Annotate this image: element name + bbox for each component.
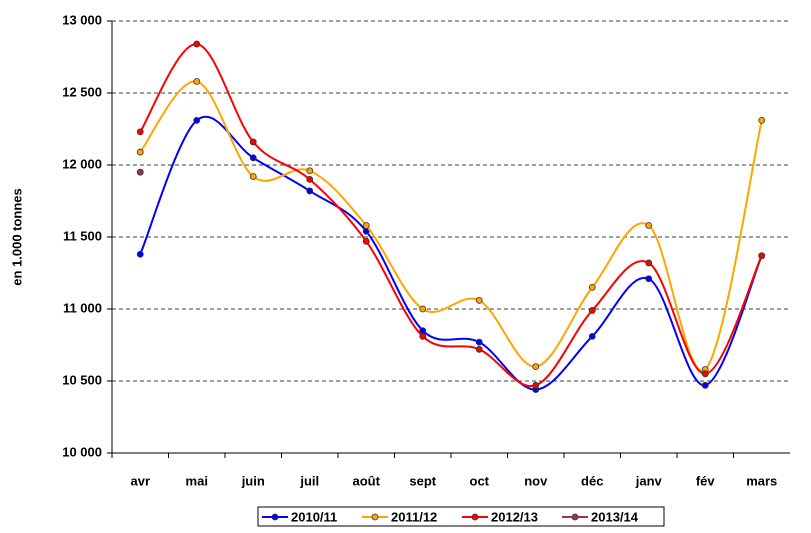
- point: [588, 307, 596, 314]
- point: [136, 168, 144, 176]
- x-tick-label: nov: [524, 473, 548, 488]
- point: [249, 138, 257, 146]
- x-tick-label: mars: [746, 473, 777, 488]
- point: [193, 116, 201, 124]
- point: [419, 332, 427, 340]
- legend-label: 2010/11: [291, 509, 337, 524]
- y-axis-label: en 1.000 tonnes: [9, 188, 24, 286]
- point: [193, 78, 201, 85]
- series-line: [139, 115, 763, 391]
- x-tick-label: fév: [696, 473, 716, 488]
- y-tick-label: 12 500: [62, 84, 102, 99]
- point: [306, 175, 314, 183]
- series-line: [139, 43, 763, 388]
- point: [136, 128, 144, 136]
- point: [645, 259, 653, 267]
- point: [475, 296, 483, 304]
- point: [362, 222, 370, 229]
- legend-label: 2013/14: [591, 509, 639, 524]
- point: [475, 338, 483, 346]
- point: [306, 167, 314, 175]
- x-tick-label: avr: [130, 473, 150, 488]
- x-tick-label: déc: [581, 473, 603, 488]
- point: [136, 148, 144, 156]
- point: [701, 370, 709, 378]
- point: [758, 252, 766, 260]
- point: [645, 222, 653, 229]
- x-tick-label: janv: [635, 473, 663, 488]
- point: [306, 187, 314, 195]
- point: [758, 116, 766, 124]
- x-tick-label: sept: [409, 473, 436, 488]
- legend-box: [257, 506, 665, 527]
- series-line: [139, 80, 763, 372]
- x-tick-label: mai: [186, 473, 208, 488]
- y-tick-label: 12 000: [62, 156, 102, 171]
- point: [645, 275, 653, 283]
- legend-marker: [471, 513, 479, 521]
- point: [475, 345, 483, 353]
- legend-label: 2012/13: [491, 509, 538, 524]
- point: [193, 40, 201, 48]
- x-tick-label: oct: [470, 473, 490, 488]
- point: [249, 173, 257, 180]
- legend-marker: [271, 513, 279, 521]
- legend-marker: [571, 513, 579, 521]
- point: [532, 381, 540, 389]
- y-tick-label: 13 000: [62, 12, 102, 27]
- y-tick-label: 10 500: [62, 372, 102, 387]
- point: [362, 237, 370, 245]
- point: [701, 381, 709, 389]
- point: [588, 283, 596, 291]
- x-tick-label: juil: [299, 473, 319, 488]
- y-tick-label: 11 500: [63, 228, 102, 243]
- legend-label: 2011/12: [391, 509, 437, 524]
- y-tick-label: 11 000: [63, 300, 102, 315]
- x-tick-label: juin: [241, 473, 265, 488]
- point: [136, 250, 144, 258]
- point: [419, 305, 427, 313]
- point: [249, 154, 257, 162]
- point: [588, 332, 596, 340]
- x-tick-label: août: [353, 473, 381, 488]
- y-tick-label: 10 000: [62, 444, 102, 459]
- legend-marker: [371, 513, 379, 521]
- point: [419, 327, 427, 335]
- point: [532, 363, 540, 371]
